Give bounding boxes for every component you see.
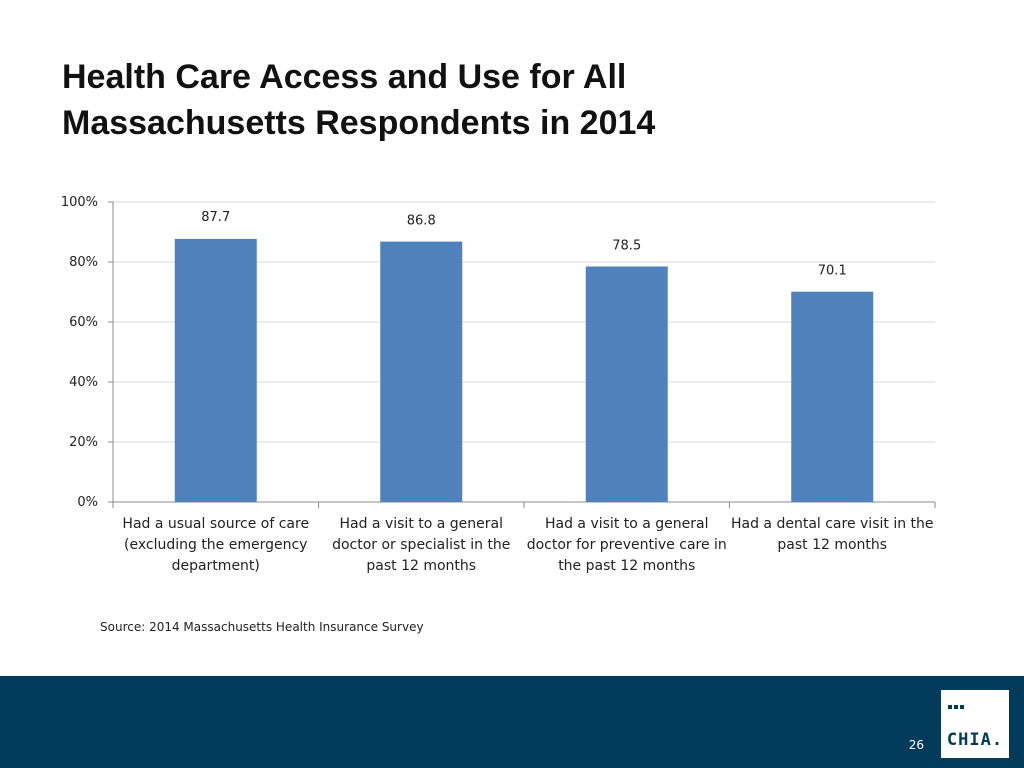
x-category-label: Had a usual source of care (excluding th… (122, 516, 310, 574)
bar-chart: 0% 20% 40% 60% 80% 100% 87.7 86.8 78.5 70.1 (61, 195, 936, 510)
bar-value-label: 70.1 (818, 264, 847, 279)
logo-dots-icon (948, 696, 966, 714)
slide-title: Health Care Access and Use for All Massa… (62, 54, 862, 146)
slide-title-line-1: Health Care Access and Use for All (62, 58, 627, 96)
bar (585, 266, 668, 502)
x-category-label: Had a visit to a general doctor for prev… (526, 516, 727, 574)
y-tick-label: 60% (69, 315, 98, 330)
y-tick-label: 80% (69, 255, 98, 270)
bar (791, 291, 874, 502)
bar-value-label: 87.7 (201, 210, 230, 225)
y-tick-label: 100% (61, 195, 98, 210)
bar-value-label: 86.8 (407, 214, 436, 229)
slide-title-line-2: Massachusetts Respondents in 2014 (62, 104, 656, 142)
chia-logo: CHIA. (941, 690, 1009, 758)
bar-value-label: 78.5 (612, 239, 641, 254)
x-category-label: Had a dental care visit in the past 12 m… (730, 516, 934, 553)
x-category-label: Had a visit to a general doctor or speci… (332, 516, 511, 574)
source-note: Source: 2014 Massachusetts Health Insura… (100, 620, 424, 634)
y-tick-label: 40% (69, 375, 98, 390)
bar (380, 241, 463, 502)
y-tick-label: 0% (77, 495, 98, 510)
bar (174, 238, 257, 502)
y-tick-label: 20% (69, 435, 98, 450)
logo-text: CHIA. (946, 730, 1004, 750)
footer-bar: 26 CHIA. (0, 676, 1024, 768)
page-number: 26 (908, 738, 924, 752)
